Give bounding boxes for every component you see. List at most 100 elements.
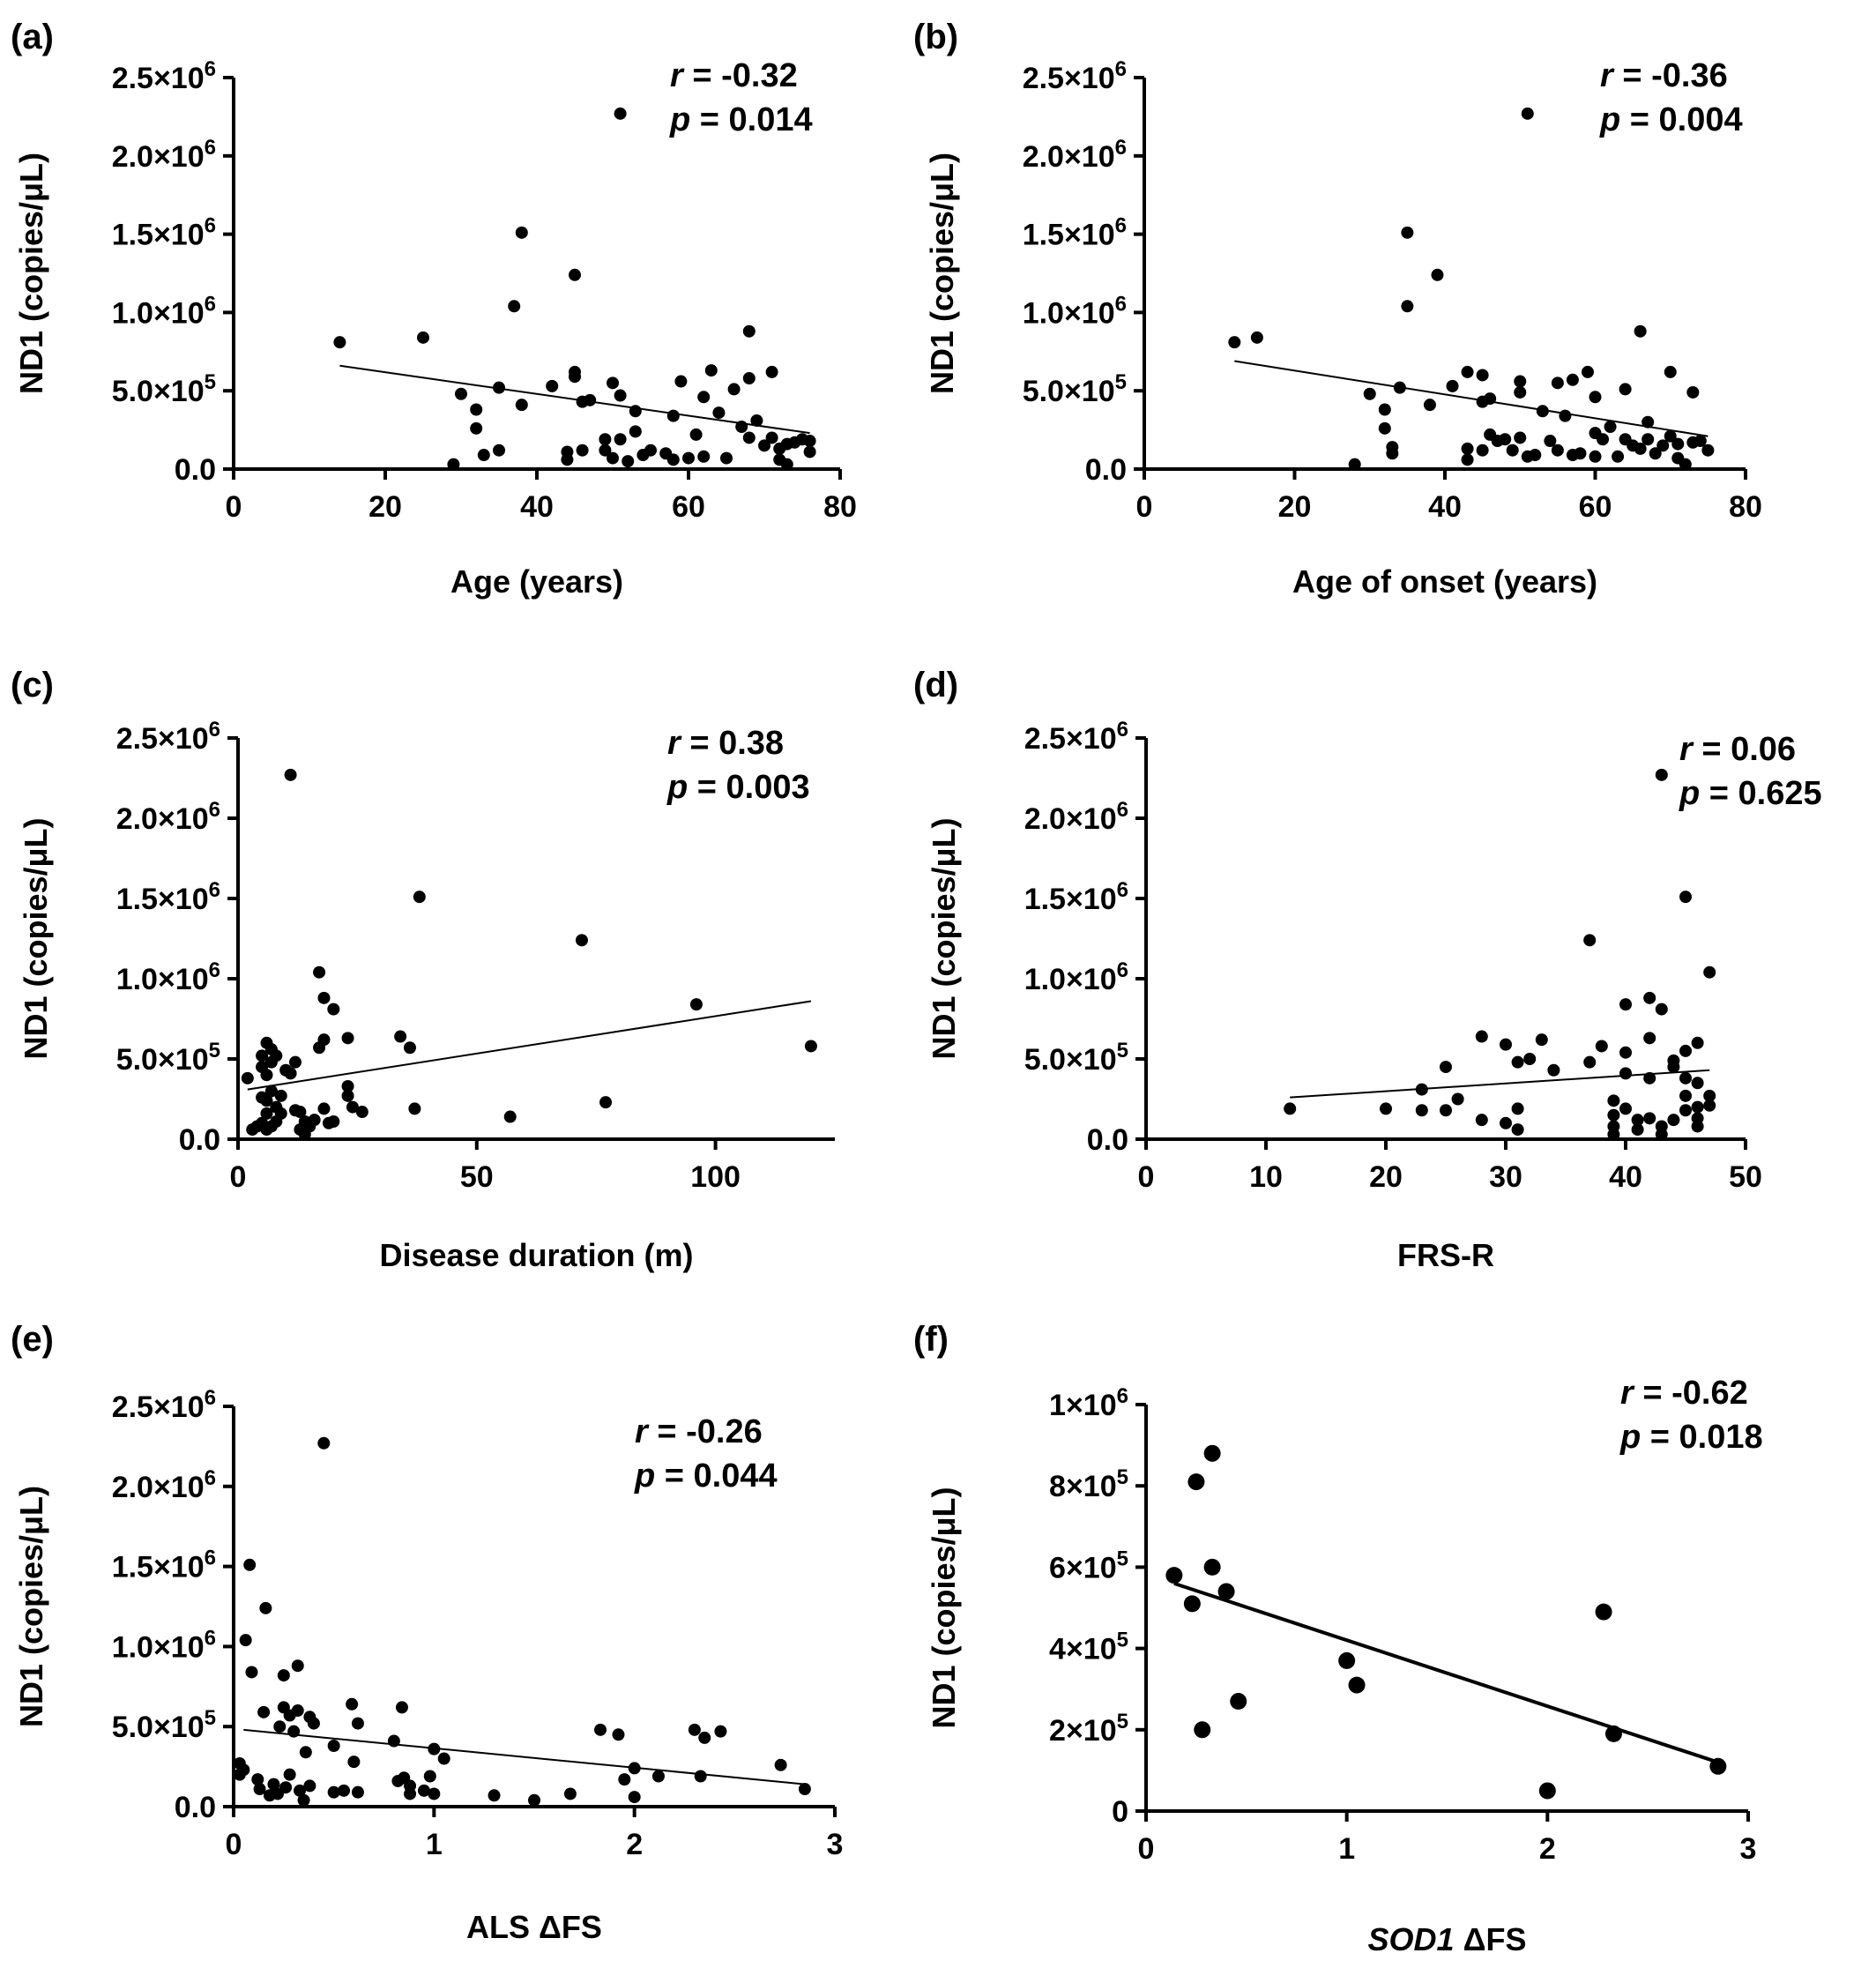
- x-tick-label: 20: [1278, 490, 1312, 524]
- regression-line: [339, 364, 810, 435]
- data-point: [712, 406, 726, 420]
- data-point: [1631, 1123, 1644, 1137]
- y-tick-label: 0.0: [1085, 453, 1127, 487]
- data-point: [1183, 1595, 1201, 1613]
- data-point: [1348, 1676, 1366, 1694]
- y-tick-label: 6×105: [1049, 1547, 1128, 1584]
- regression-line: [247, 1000, 812, 1091]
- data-point: [1566, 373, 1579, 386]
- data-point: [1380, 1102, 1392, 1115]
- data-point: [1691, 1077, 1704, 1090]
- x-tick-label: 1: [426, 1828, 443, 1861]
- y-tick-label: 1×106: [1049, 1384, 1128, 1422]
- data-point: [607, 376, 619, 390]
- data-point: [264, 1085, 278, 1098]
- y-tick-exponent: 6: [1117, 878, 1128, 902]
- data-point: [1643, 1071, 1656, 1085]
- data-point: [1538, 1782, 1556, 1800]
- y-tick-label: 2.0×106: [112, 1466, 216, 1504]
- data-point: [1476, 369, 1489, 382]
- data-point: [569, 370, 581, 384]
- data-point: [1511, 1102, 1524, 1115]
- data-point: [1667, 1114, 1680, 1127]
- x-axis-label: Disease duration (m): [379, 1237, 693, 1273]
- x-tick-label: 2: [626, 1828, 643, 1861]
- panel-label: (d): [913, 666, 958, 704]
- y-tick-exponent: 6: [209, 878, 220, 902]
- data-point: [395, 1701, 408, 1714]
- y-tick-label: 1.0×106: [116, 958, 220, 996]
- data-point: [394, 1030, 407, 1043]
- data-point: [1703, 1089, 1716, 1102]
- y-tick-exponent: 6: [205, 1386, 216, 1410]
- y-tick-label: 2×105: [1049, 1710, 1128, 1748]
- y-tick-mantissa: 2.5×10: [112, 62, 205, 95]
- data-point: [1451, 1092, 1464, 1106]
- x-axis-label-part: Disease duration (m): [379, 1237, 693, 1273]
- r-value: r = -0.36: [1600, 57, 1728, 94]
- y-tick-label: 1.5×106: [116, 878, 220, 916]
- p-number: = 0.003: [688, 769, 809, 806]
- p-value: p = 0.625: [1679, 775, 1822, 812]
- data-point: [1475, 1114, 1488, 1127]
- data-point: [1604, 1725, 1622, 1742]
- y-tick-exponent: 5: [1115, 370, 1127, 394]
- x-axis-label: FRS-R: [1397, 1237, 1494, 1273]
- data-point: [1511, 1123, 1524, 1137]
- r-symbol: r: [1620, 1375, 1635, 1412]
- data-point: [1514, 431, 1527, 444]
- y-tick-exponent: 5: [1117, 1629, 1128, 1652]
- data-point: [629, 425, 642, 438]
- data-point: [561, 453, 574, 466]
- x-axis-label-part: ALS ΔFS: [466, 1909, 602, 1945]
- x-axis-label-part: Age (years): [450, 563, 623, 600]
- data-point: [284, 768, 297, 781]
- data-point: [488, 1789, 501, 1802]
- data-point: [327, 1739, 340, 1752]
- y-tick-exponent: 5: [209, 1039, 220, 1062]
- data-point: [644, 444, 657, 457]
- data-point: [1514, 375, 1527, 388]
- regression-line: [243, 1728, 805, 1785]
- data-point: [599, 433, 612, 446]
- r-number: = 0.38: [681, 725, 784, 762]
- y-tick-label: 2.5×106: [1024, 718, 1128, 756]
- x-tick-label: 20: [1369, 1160, 1403, 1194]
- data-point: [417, 331, 429, 344]
- data-point: [1187, 1473, 1205, 1491]
- data-point: [1691, 1036, 1704, 1049]
- data-point: [1393, 381, 1406, 394]
- x-tick-label: 10: [1249, 1160, 1283, 1194]
- y-tick-label: 2.0×106: [116, 798, 220, 836]
- data-point: [1461, 442, 1474, 455]
- data-point: [1544, 435, 1557, 448]
- data-point: [515, 399, 528, 412]
- data-point: [1703, 1099, 1716, 1112]
- data-point: [284, 1067, 297, 1080]
- data-point: [327, 1114, 340, 1128]
- data-point: [584, 393, 597, 406]
- data-point: [1217, 1583, 1235, 1600]
- data-point: [1506, 444, 1519, 457]
- y-tick-label: 5.0×105: [112, 370, 216, 408]
- y-tick-mantissa: 2.0×10: [112, 1471, 205, 1504]
- data-point: [1694, 435, 1707, 448]
- data-point: [257, 1705, 271, 1718]
- data-point: [1612, 450, 1625, 463]
- data-point: [241, 1071, 254, 1085]
- y-axis-label: ND1 (copies/μL): [18, 817, 54, 1059]
- y-tick-mantissa: 2.5×10: [112, 1390, 205, 1424]
- data-point: [1604, 421, 1617, 434]
- data-point: [1619, 1067, 1632, 1080]
- data-point: [1440, 1061, 1452, 1074]
- y-tick-mantissa: 1.5×10: [1024, 883, 1117, 916]
- data-point: [291, 1659, 304, 1673]
- data-point: [1581, 365, 1594, 378]
- data-point: [346, 1697, 359, 1711]
- y-tick-mantissa: 1.0×10: [1024, 963, 1117, 996]
- y-tick-mantissa: 0.0: [1087, 1123, 1128, 1157]
- y-tick-mantissa: 0.0: [179, 1123, 220, 1157]
- data-point: [1631, 1114, 1644, 1127]
- data-point: [614, 389, 627, 402]
- r-value: r = 0.06: [1679, 731, 1796, 768]
